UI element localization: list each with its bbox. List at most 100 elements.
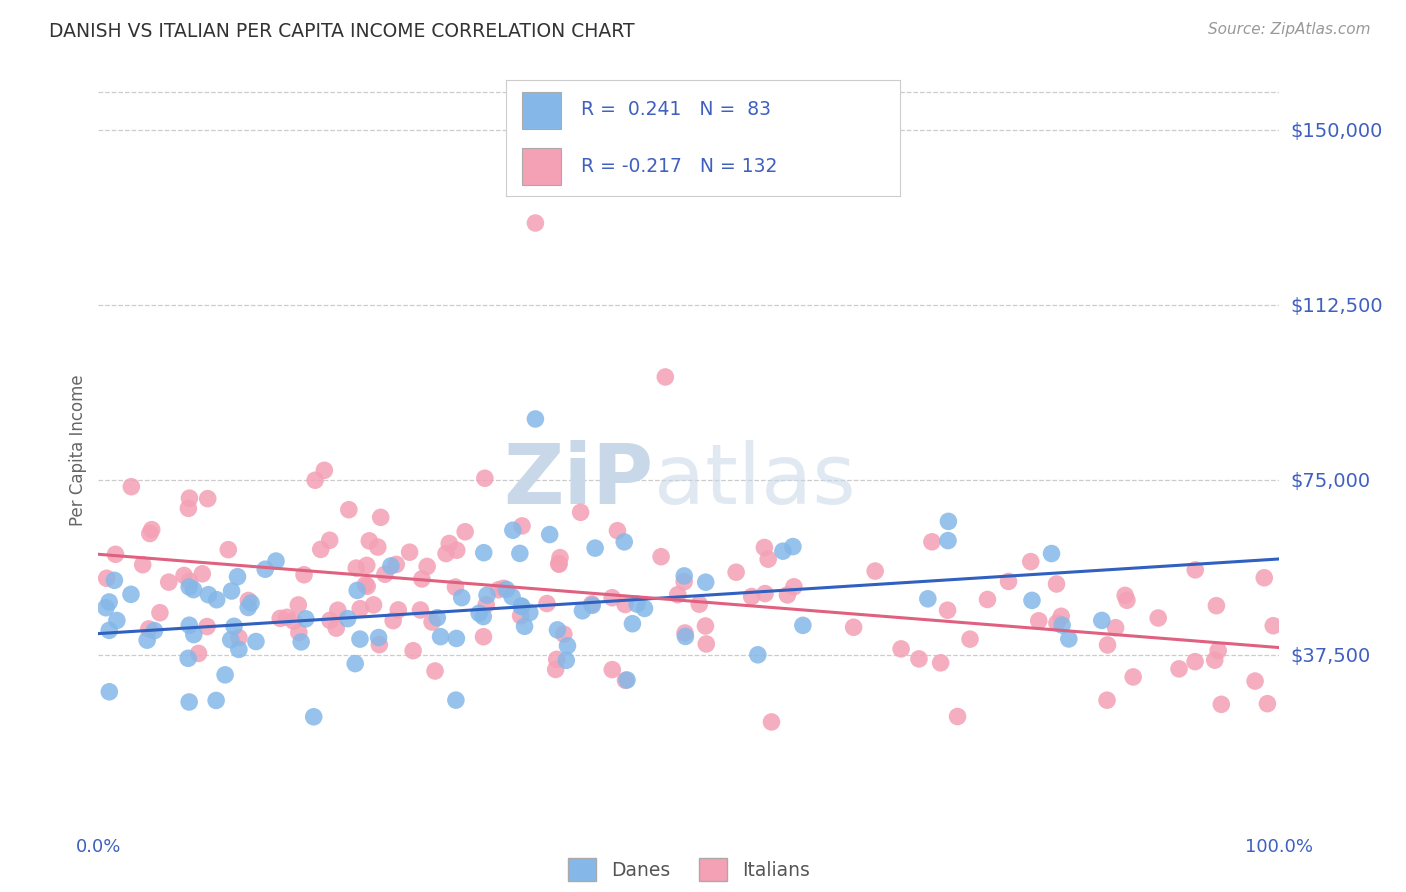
Point [139, 526, 162, 541]
Point [936, 603, 959, 617]
Point [98, 595, 121, 609]
Point [173, 568, 195, 582]
Point [1253, 571, 1275, 585]
Point [633, 601, 655, 615]
Point [409, 603, 432, 617]
Legend: Danes, Italians: Danes, Italians [561, 851, 817, 888]
Point [446, 543, 468, 558]
Point [354, 577, 377, 591]
Point [510, 519, 533, 533]
Point [179, 580, 201, 594]
Point [600, 663, 623, 677]
Point [120, 480, 142, 494]
Point [673, 626, 696, 640]
Point [1205, 599, 1227, 613]
Point [191, 566, 214, 581]
Point [606, 524, 628, 538]
Text: ZiP: ZiP [503, 441, 654, 521]
Point [546, 652, 568, 666]
Point [547, 557, 569, 571]
Point [426, 611, 449, 625]
Point [221, 584, 243, 599]
Point [349, 632, 371, 647]
Point [245, 634, 267, 648]
Point [976, 592, 998, 607]
Point [1204, 653, 1226, 667]
Point [666, 588, 689, 602]
Point [177, 651, 200, 665]
Point [304, 473, 326, 487]
Point [96, 571, 118, 585]
Point [370, 510, 392, 524]
Point [434, 547, 457, 561]
Point [138, 622, 160, 636]
Point [519, 606, 541, 620]
Point [890, 641, 912, 656]
Point [756, 552, 779, 566]
Point [782, 540, 804, 554]
Point [1097, 638, 1119, 652]
Point [673, 574, 696, 589]
Point [509, 546, 531, 560]
Point [475, 598, 498, 612]
Point [439, 536, 461, 550]
Y-axis label: Per Capita Income: Per Capita Income [69, 375, 87, 526]
Point [510, 599, 533, 613]
Point [1263, 618, 1285, 632]
Point [205, 693, 228, 707]
Point [141, 523, 163, 537]
Point [177, 501, 200, 516]
Point [131, 558, 153, 572]
Point [179, 695, 201, 709]
Point [938, 515, 960, 529]
Point [385, 558, 408, 572]
Point [326, 603, 349, 617]
Point [309, 542, 332, 557]
Point [654, 370, 676, 384]
Point [695, 575, 717, 590]
Point [548, 550, 571, 565]
Point [219, 632, 242, 647]
Point [513, 619, 536, 633]
Point [283, 614, 305, 628]
Point [450, 591, 472, 605]
Point [336, 612, 359, 626]
Point [359, 533, 381, 548]
Point [105, 614, 128, 628]
Point [544, 662, 567, 676]
Point [287, 598, 309, 612]
Point [240, 596, 263, 610]
Point [555, 653, 578, 667]
Text: Source: ZipAtlas.com: Source: ZipAtlas.com [1208, 22, 1371, 37]
Point [197, 491, 219, 506]
Point [475, 588, 498, 602]
Point [614, 598, 637, 612]
Point [1019, 555, 1042, 569]
Point [276, 610, 298, 624]
Point [179, 574, 201, 588]
Point [583, 541, 606, 555]
Point [226, 570, 249, 584]
Point [1040, 547, 1063, 561]
Point [363, 598, 385, 612]
Point [157, 575, 180, 590]
Point [98, 624, 121, 638]
Point [446, 632, 468, 646]
Point [936, 533, 959, 548]
Point [1206, 643, 1229, 657]
Point [356, 579, 378, 593]
Point [94, 600, 117, 615]
Point [183, 627, 205, 641]
Text: atlas: atlas [654, 441, 855, 521]
Point [104, 547, 127, 561]
Point [501, 590, 523, 604]
Point [581, 599, 603, 613]
Point [264, 554, 287, 568]
FancyBboxPatch shape [522, 92, 561, 129]
Point [1050, 609, 1073, 624]
Point [444, 580, 467, 594]
Point [416, 559, 439, 574]
Point [959, 632, 981, 647]
Point [754, 586, 776, 600]
Point [502, 523, 524, 537]
